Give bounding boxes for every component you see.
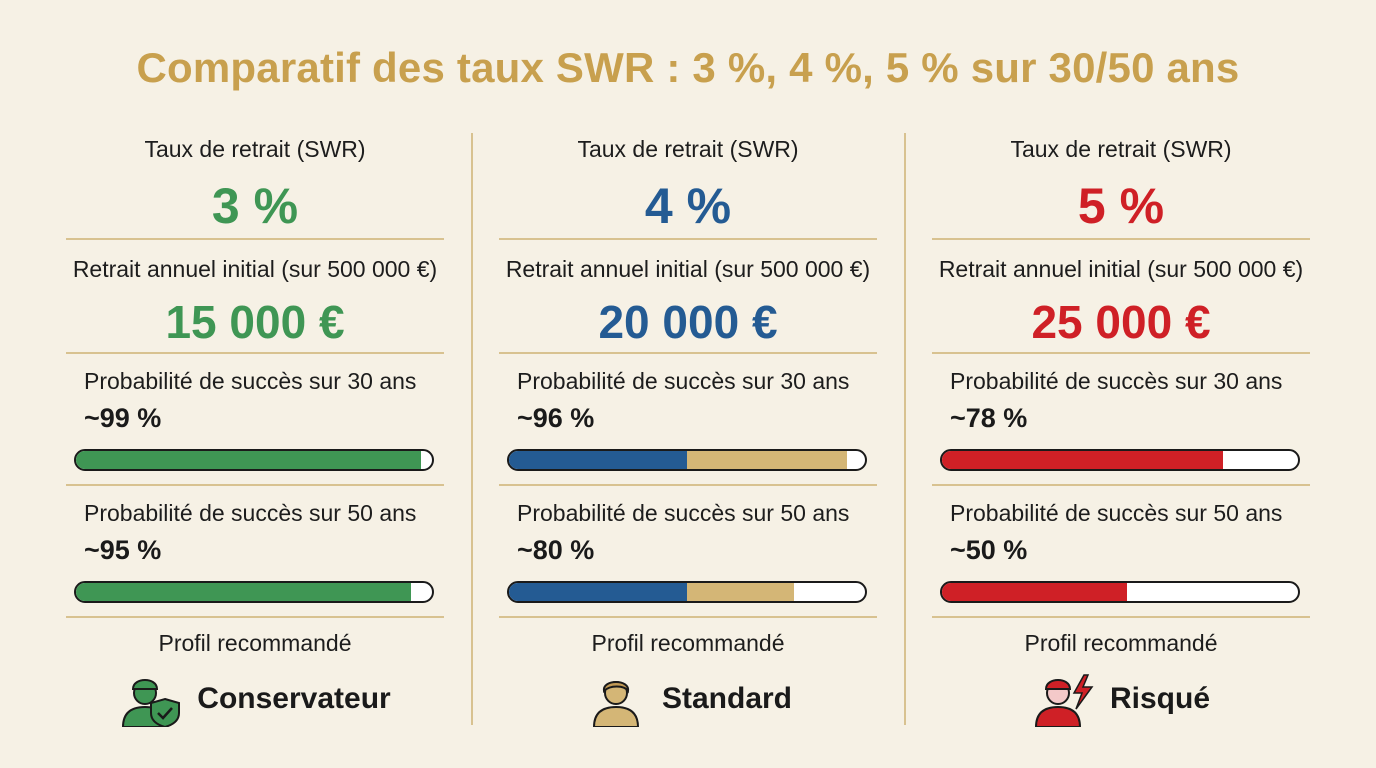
- column-4-percent: Taux de retrait (SWR) 4 % Retrait annuel…: [499, 128, 877, 727]
- prob-50-bar: [940, 581, 1300, 603]
- prob-30-bar-fill-secondary: [687, 451, 848, 469]
- swr-value: 5 %: [1077, 178, 1165, 234]
- prob-30-bar-fill: [942, 451, 1224, 469]
- profile-name: Conservateur: [197, 682, 391, 715]
- profile-label: Profil recommandé: [591, 630, 785, 656]
- prob-30-label: Probabilité de succès sur 30 ans: [950, 368, 1283, 394]
- prob-50-label: Probabilité de succès sur 50 ans: [84, 500, 417, 526]
- person-lightning-icon: [1034, 674, 1094, 727]
- swr-value: 3 %: [211, 178, 299, 234]
- prob-30-bar-fill: [76, 451, 422, 469]
- withdrawal-label: Retrait annuel initial (sur 500 000 €): [72, 256, 438, 282]
- row-divider: [499, 616, 877, 618]
- row-divider: [932, 616, 1310, 618]
- prob-30-label: Probabilité de succès sur 30 ans: [84, 368, 417, 394]
- profile-label: Profil recommandé: [1024, 630, 1218, 656]
- prob-30-bar: [74, 449, 434, 471]
- row-divider: [66, 352, 444, 354]
- withdrawal-value: 20 000 €: [598, 296, 778, 348]
- profile-label: Profil recommandé: [158, 630, 352, 656]
- prob-50-label: Probabilité de succès sur 50 ans: [950, 500, 1283, 526]
- withdrawal-value: 15 000 €: [165, 296, 345, 348]
- prob-50-value: ~50 %: [950, 535, 1028, 565]
- row-divider: [66, 484, 444, 486]
- swr-label: Taux de retrait (SWR): [577, 136, 799, 162]
- prob-30-value: ~96 %: [517, 403, 595, 433]
- withdrawal-value: 25 000 €: [1031, 296, 1211, 348]
- column-5-percent: Taux de retrait (SWR) 5 % Retrait annuel…: [932, 128, 1310, 727]
- row-divider: [932, 238, 1310, 240]
- column-divider: [471, 133, 473, 725]
- swr-label: Taux de retrait (SWR): [1010, 136, 1232, 162]
- prob-50-bar-fill-primary: [509, 583, 687, 601]
- person-shield-check-icon: [122, 679, 181, 727]
- prob-50-bar-fill: [76, 583, 411, 601]
- prob-30-label: Probabilité de succès sur 30 ans: [517, 368, 850, 394]
- withdrawal-label: Retrait annuel initial (sur 500 000 €): [938, 256, 1304, 282]
- row-divider: [499, 352, 877, 354]
- prob-50-bar: [507, 581, 867, 603]
- row-divider: [932, 352, 1310, 354]
- person-icon: [592, 681, 639, 727]
- page-title: Comparatif des taux SWR : 3 %, 4 %, 5 % …: [136, 44, 1240, 91]
- prob-30-bar: [507, 449, 867, 471]
- row-divider: [499, 238, 877, 240]
- row-divider: [66, 238, 444, 240]
- column-3-percent: Taux de retrait (SWR) 3 % Retrait annuel…: [66, 128, 444, 727]
- swr-label: Taux de retrait (SWR): [144, 136, 366, 162]
- prob-50-bar-fill: [942, 583, 1128, 601]
- row-divider: [499, 484, 877, 486]
- prob-30-value: ~99 %: [84, 403, 162, 433]
- profile-name: Standard: [661, 682, 793, 715]
- prob-50-label: Probabilité de succès sur 50 ans: [517, 500, 850, 526]
- swr-value: 4 %: [644, 178, 732, 234]
- withdrawal-label: Retrait annuel initial (sur 500 000 €): [505, 256, 871, 282]
- prob-30-bar-fill-primary: [509, 451, 687, 469]
- row-divider: [66, 616, 444, 618]
- prob-50-value: ~95 %: [84, 535, 162, 565]
- profile-name: Risqué: [1109, 682, 1211, 715]
- prob-30-bar: [940, 449, 1300, 471]
- prob-30-value: ~78 %: [950, 403, 1028, 433]
- prob-50-value: ~80 %: [517, 535, 595, 565]
- prob-50-bar: [74, 581, 434, 603]
- prob-50-bar-fill-secondary: [687, 583, 794, 601]
- column-divider: [904, 133, 906, 725]
- row-divider: [932, 484, 1310, 486]
